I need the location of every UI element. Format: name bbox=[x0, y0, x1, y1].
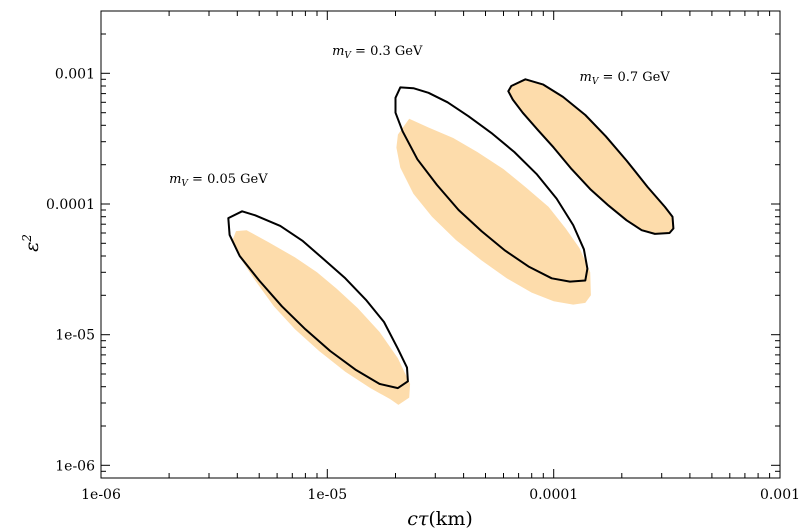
filled-region-3 bbox=[508, 79, 674, 234]
mass-annotation-1: mV = 0.05 GeV bbox=[169, 172, 268, 189]
y-tick-label: 1e-06 bbox=[55, 458, 95, 474]
annotations-layer: mV = 0.05 GeV mV = 0.3 GeV mV = 0.7 GeV bbox=[169, 44, 670, 189]
y-tick-label: 0.0001 bbox=[46, 197, 95, 213]
regions-layer bbox=[227, 78, 675, 405]
y-axis-power: 2 bbox=[20, 234, 34, 243]
x-tick-label: 1e-06 bbox=[81, 487, 121, 503]
filled-region-2 bbox=[396, 118, 591, 305]
plot-frame bbox=[100, 10, 781, 479]
ticks-layer bbox=[100, 10, 781, 479]
x-axis-unit: (km) bbox=[428, 508, 472, 528]
x-tick-label: 0.0001 bbox=[529, 487, 578, 503]
x-tick-label: 1e-05 bbox=[307, 487, 347, 503]
x-axis-title: cτ(km) bbox=[407, 508, 473, 528]
y-axis-symbol: ε bbox=[21, 242, 43, 252]
contour-outline-2 bbox=[394, 86, 589, 283]
tick-labels-layer: 1e-06 1e-05 0.0001 0.001 1e-06 1e-05 0.0001 0.0… bbox=[46, 66, 800, 503]
filled-region-1 bbox=[232, 230, 411, 405]
y-tick-label: 0.001 bbox=[55, 66, 95, 82]
mass-annotation-2: mV = 0.3 GeV bbox=[332, 44, 423, 61]
contour-outline-1 bbox=[227, 210, 409, 390]
mass-annotation-3: mV = 0.7 GeV bbox=[580, 70, 671, 87]
y-axis-title: ε2 bbox=[20, 234, 43, 252]
y-tick-label: 1e-05 bbox=[55, 328, 95, 344]
x-axis-symbol: cτ bbox=[407, 508, 429, 528]
x-tick-label: 0.001 bbox=[760, 487, 800, 503]
y-axis-title-group: ε2 bbox=[20, 234, 43, 252]
contour-outline-3 bbox=[507, 78, 675, 235]
